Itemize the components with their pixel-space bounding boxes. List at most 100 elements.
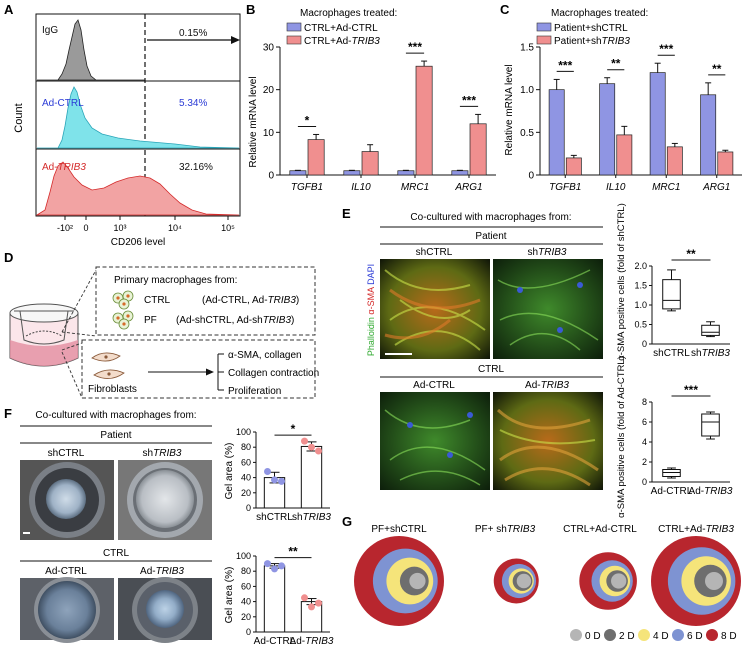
x-tick-label: TGFB1 [291,182,323,193]
significance-label: *** [462,93,476,107]
bar [415,65,433,176]
bar [307,139,325,176]
outcome-label: Proliferation [228,386,281,397]
group-label: PF+shCTRL [371,524,427,535]
bar [263,565,286,633]
panel-f-images: Co-cultured with macrophages from: Patie… [20,410,212,643]
y-tick-label: 0 [528,171,534,182]
transwell-well-icon [9,303,79,367]
significance-label: ** [712,62,722,76]
bar [700,94,717,176]
stain-label-red: α-SMA [366,287,376,315]
legend-swatch [536,35,552,45]
zoom-line [61,269,97,333]
panel-g-letter: G [342,514,352,529]
y-tick-label: 0.5 [520,128,534,139]
panel-a-x-ticks: -10² 0 10³ 10⁴ 10⁵ [57,216,235,233]
group-label: PF+ shTRIB3 [475,524,536,535]
y-tick-label: 60 [241,457,251,467]
bar-y-label: Gel area (%) [224,567,235,624]
panel-e-images: Co-cultured with macrophages from: Patie… [366,212,603,490]
legend-swatch [604,629,616,641]
panel-e-col-label: Ad-CTRL [413,380,455,391]
significance-label: ** [611,57,621,71]
area-circle-0d [409,572,426,590]
stain-label: Phalloidin α-SMA DAPI [366,264,376,356]
panel-d-letter: D [4,250,13,265]
panel-b-letter: B [246,2,255,17]
legend-label: 2 D [619,631,635,642]
x-tick-label: -10² [57,223,73,233]
significance-label: ** [288,545,298,559]
significance-label: *** [659,42,673,56]
panel-e-header: Co-cultured with macrophages from: [410,212,571,223]
data-point [308,443,315,451]
stain-label-green: Phalloidin [366,317,376,356]
y-tick-label: 40 [241,597,251,607]
y-tick-label: 100 [236,427,251,437]
group-label: CTRL+Ad-TRIB3 [658,524,734,535]
panel-c-legend-title: Macrophages treated: [551,8,648,19]
y-tick-label: 0 [268,171,274,182]
zoom-line [61,342,83,351]
y-tick-label: 0 [642,477,647,487]
y-tick-label: 30 [263,43,275,54]
panel-a-row-label: IgG [42,25,58,36]
box-y-label: α-SMA positive cells (fold of Ad-CTRL) [616,356,627,518]
y-tick-label: 1.5 [520,43,534,54]
box-y-label: α-SMA positive cells (fold of shCTRL) [616,203,627,361]
data-point [308,603,315,611]
y-tick-label: 80 [241,566,251,576]
macrophage-box-title: Primary macrophages from: [114,275,237,286]
significance-label: * [291,422,296,436]
data-point [271,476,278,484]
data-point [315,599,322,607]
x-tick-label: shCTRL [653,348,690,359]
legend-label: CTRL+Ad-CTRL [304,23,378,34]
bar [565,157,582,176]
zoom-line [61,331,97,337]
panel-a-frame [35,13,241,217]
micrograph-ad-ctrl [380,392,490,490]
panel-b-y-label: Relative mRNA level [248,76,259,167]
legend-swatch [570,629,582,641]
panel-f-bar-chart-top: Gel area (%) 0 20 40 60 80 100 shCTRL shTRIB3 * [224,422,331,523]
x-tick-label: MRC1 [401,182,429,193]
histogram-igg [37,19,145,81]
y-tick-label: 2.0 [634,261,647,271]
micrograph-shtrib3 [493,259,603,359]
panel-b-bar-chart: Macrophages treated: CTRL+Ad-CTRL CTRL+A… [248,8,496,193]
bar [599,83,616,176]
panel-e-box-plot-bottom: α-SMA positive cells (fold of Ad-CTRL) 0… [616,356,733,518]
panel-a-row-pct: 0.15% [179,28,207,39]
x-tick-label: TGFB1 [549,182,581,193]
x-tick-label: 10³ [113,223,126,233]
legend-label: 0 D [585,631,601,642]
panel-f-col-label: Ad-CTRL [45,566,87,577]
gel-photo-shtrib3 [118,460,212,540]
x-tick-label: shTRIB3 [691,348,730,359]
legend-swatch [672,629,684,641]
x-tick-label: 10⁴ [168,223,182,233]
legend-label: Patient+shCTRL [554,23,628,34]
panel-f-group-bottom: CTRL [103,548,130,559]
panel-f-col-label: shCTRL [48,448,85,459]
x-tick-label: ARG1 [702,182,730,193]
outcome-arrowhead [206,368,214,376]
y-tick-label: 0 [246,627,251,637]
panel-a-letter: A [4,2,14,17]
data-point [264,560,271,568]
legend-swatch [638,629,650,641]
bar [361,151,379,176]
y-tick-label: 2 [642,457,647,467]
macrophage-group-detail: (Ad-CTRL, Ad-TRIB3) [202,295,299,306]
panel-a-y-label: Count [13,103,25,132]
data-point [271,565,278,573]
x-tick-label: ARG1 [454,182,482,193]
box [701,413,720,437]
y-tick-label: 60 [241,581,251,591]
panel-e-group-bottom: CTRL [478,364,505,375]
legend-label: 6 D [687,631,703,642]
legend-swatch [286,35,302,45]
x-tick-label: shTRIB3 [292,512,331,523]
